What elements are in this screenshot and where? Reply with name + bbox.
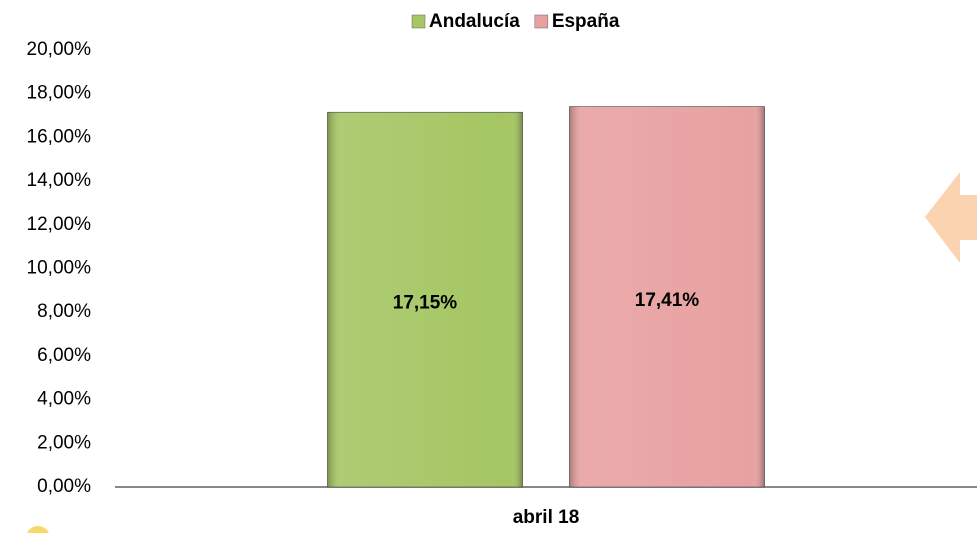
y-tick-label: 2,00% xyxy=(37,432,91,453)
legend-label: Andalucía xyxy=(429,11,520,32)
y-tick-label: 0,00% xyxy=(37,476,91,497)
x-tick-label: abril 18 xyxy=(513,507,580,528)
y-tick-label: 12,00% xyxy=(27,214,92,235)
data-label: 17,41% xyxy=(635,290,700,311)
legend-label: España xyxy=(552,11,620,32)
y-tick-label: 16,00% xyxy=(27,126,92,147)
y-tick-label: 6,00% xyxy=(37,345,91,366)
circle-decoration xyxy=(27,526,49,533)
y-tick-label: 20,00% xyxy=(27,39,92,60)
legend-swatch xyxy=(411,14,426,29)
y-tick-label: 18,00% xyxy=(27,83,92,104)
bar-shade xyxy=(327,112,523,488)
bar-shade xyxy=(569,106,765,488)
data-label: 17,15% xyxy=(393,293,458,314)
arrow-decoration xyxy=(925,172,977,263)
y-tick-label: 8,00% xyxy=(37,301,91,322)
legend-swatch xyxy=(534,14,549,29)
y-tick-label: 4,00% xyxy=(37,389,91,410)
y-tick-label: 10,00% xyxy=(27,258,92,279)
y-tick-label: 14,00% xyxy=(27,170,92,191)
